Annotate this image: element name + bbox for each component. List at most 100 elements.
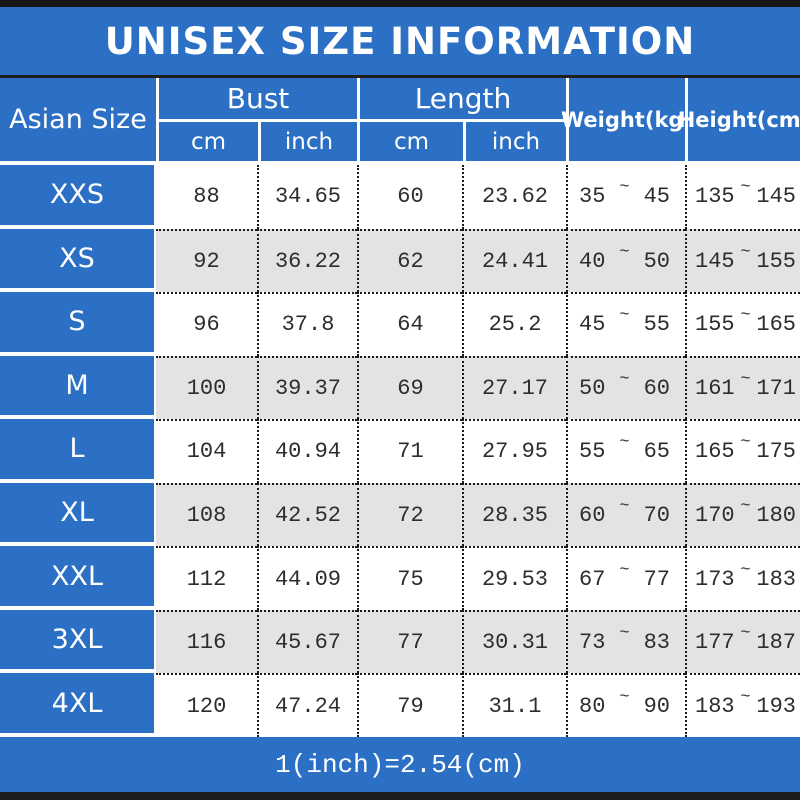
length-inch-value: 27.17: [462, 355, 566, 420]
length-inch-value: 29.53: [462, 546, 566, 610]
tilde-symbol: ~: [740, 624, 751, 644]
height-range: 177 ~187: [685, 609, 800, 674]
height-min: 173: [695, 566, 735, 592]
weight-range: 80 ~90: [566, 673, 685, 737]
weight-max: 77: [643, 566, 670, 592]
height-max: 165: [756, 312, 796, 338]
table-header: Asian Size Bust cm inch Length cm inch W…: [0, 78, 800, 165]
col-header-bust-inch: inch: [258, 122, 357, 161]
length-cm-value: 71: [357, 419, 462, 483]
length-inch-value: 24.41: [462, 228, 566, 293]
weight-range: 40 ~50: [566, 228, 685, 293]
height-max: 183: [756, 566, 796, 592]
top-border-bar: [0, 0, 800, 7]
length-cm-value: 72: [357, 482, 462, 547]
weight-min: 35: [579, 184, 606, 210]
tilde-symbol: ~: [740, 242, 751, 262]
bust-cm-value: 104: [156, 419, 257, 483]
length-inch-value: 23.62: [462, 165, 566, 229]
bust-cm-value: 120: [156, 673, 257, 737]
tilde-symbol: ~: [740, 560, 751, 580]
bust-cm-value: 100: [156, 355, 257, 420]
weight-max: 45: [643, 184, 670, 210]
length-inch-value: 31.1: [462, 673, 566, 737]
col-header-bust-cm: cm: [190, 128, 227, 155]
length-cm-value: 77: [357, 609, 462, 674]
height-range: 161 ~171: [685, 355, 800, 420]
height-min: 155: [695, 312, 735, 338]
size-label: M: [0, 355, 156, 420]
weight-min: 60: [579, 503, 606, 529]
weight-range: 45 ~55: [566, 292, 685, 356]
size-label: XL: [0, 482, 156, 547]
bust-inch-value: 40.94: [257, 419, 357, 483]
length-cm-value: 60: [357, 165, 462, 229]
height-min: 183: [695, 693, 735, 719]
tilde-symbol: ~: [740, 306, 751, 326]
weight-max: 50: [643, 248, 670, 274]
weight-range: 67 ~77: [566, 546, 685, 610]
chart-title: UNISEX SIZE INFORMATION: [0, 7, 800, 75]
size-label: L: [0, 419, 156, 483]
length-inch-value: 25.2: [462, 292, 566, 356]
weight-min: 80: [579, 693, 606, 719]
bust-inch-value: 47.24: [257, 673, 357, 737]
bust-inch-value: 39.37: [257, 355, 357, 420]
weight-min: 67: [579, 566, 606, 592]
tilde-symbol: ~: [619, 242, 630, 262]
length-cm-value: 75: [357, 546, 462, 610]
tilde-symbol: ~: [619, 497, 630, 517]
tilde-symbol: ~: [619, 687, 630, 707]
height-range: 135 ~145: [685, 165, 800, 229]
bust-subheaders: cm inch: [159, 122, 357, 161]
conversion-note: 1(inch)=2.54(cm): [0, 737, 800, 792]
length-inch-value: 28.35: [462, 482, 566, 547]
bust-inch-value: 37.8: [257, 292, 357, 356]
tilde-symbol: ~: [619, 560, 630, 580]
height-max: 193: [756, 693, 796, 719]
bust-cm-value: 92: [156, 228, 257, 293]
height-max: 145: [756, 184, 796, 210]
bust-inch-value: 45.67: [257, 609, 357, 674]
weight-min: 50: [579, 375, 606, 401]
length-cm-value: 62: [357, 228, 462, 293]
tilde-symbol: ~: [740, 178, 751, 198]
weight-max: 90: [643, 693, 670, 719]
bust-cm-value: 112: [156, 546, 257, 610]
length-cm-value: 79: [357, 673, 462, 737]
col-header-height: Height(cm): [678, 78, 800, 165]
bust-inch-value: 44.09: [257, 546, 357, 610]
height-max: 171: [756, 375, 796, 401]
table-body: XXS 88 34.65 60 23.62 35 ~45 135 ~145 XS 9…: [0, 165, 800, 737]
height-max: 155: [756, 248, 796, 274]
weight-range: 55 ~65: [566, 419, 685, 483]
height-range: 145 ~155: [685, 228, 800, 293]
bust-cm-value: 116: [156, 609, 257, 674]
weight-range: 35 ~45: [566, 165, 685, 229]
col-header-length: Length: [360, 78, 566, 122]
col-header-asian-size: Asian Size: [0, 78, 156, 165]
bust-inch-value: 34.65: [257, 165, 357, 229]
weight-min: 45: [579, 312, 606, 338]
height-range: 165 ~175: [685, 419, 800, 483]
length-inch-value: 27.95: [462, 419, 566, 483]
height-max: 187: [756, 630, 796, 656]
height-max: 175: [756, 439, 796, 465]
bust-cm-value: 96: [156, 292, 257, 356]
size-label: 3XL: [0, 609, 156, 674]
title-divider: [0, 75, 800, 78]
weight-max: 65: [643, 439, 670, 465]
weight-range: 50 ~60: [566, 355, 685, 420]
height-range: 170 ~180: [685, 482, 800, 547]
weight-max: 60: [643, 375, 670, 401]
weight-min: 73: [579, 630, 606, 656]
weight-range: 73 ~83: [566, 609, 685, 674]
weight-max: 70: [643, 503, 670, 529]
weight-min: 40: [579, 248, 606, 274]
col-group-length: Length cm inch: [357, 78, 566, 165]
height-min: 177: [695, 630, 735, 656]
tilde-symbol: ~: [619, 369, 630, 389]
height-min: 165: [695, 439, 735, 465]
col-group-bust: Bust cm inch: [156, 78, 357, 165]
